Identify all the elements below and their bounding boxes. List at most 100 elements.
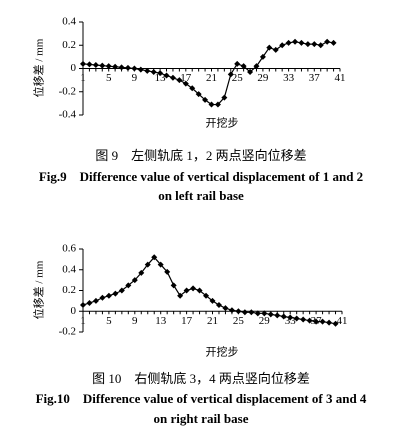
data-point bbox=[313, 318, 320, 325]
data-point bbox=[274, 312, 281, 319]
caption: Fig.10 Difference value of vertical disp… bbox=[36, 391, 367, 406]
data-point bbox=[300, 316, 307, 323]
data-point bbox=[293, 315, 300, 322]
x-tick-label: 41 bbox=[335, 72, 346, 84]
data-point bbox=[182, 80, 189, 87]
data-point bbox=[92, 62, 99, 69]
x-axis-label: 开挖步 bbox=[206, 345, 239, 359]
data-point bbox=[144, 261, 151, 268]
x-tick-label: 13 bbox=[155, 315, 167, 327]
data-point bbox=[163, 72, 170, 79]
data-point bbox=[183, 287, 190, 294]
caption: on right rail base bbox=[154, 411, 249, 426]
data-point bbox=[150, 68, 157, 75]
data-point bbox=[311, 41, 318, 48]
data-point bbox=[177, 292, 184, 299]
data-point bbox=[280, 313, 287, 320]
data-point bbox=[247, 68, 254, 75]
data-point bbox=[131, 65, 138, 72]
data-point bbox=[144, 67, 151, 74]
data-point bbox=[195, 91, 202, 98]
x-tick-label: 29 bbox=[259, 315, 271, 327]
data-point bbox=[105, 292, 112, 299]
data-point bbox=[254, 310, 261, 317]
x-tick-label: 21 bbox=[207, 315, 218, 327]
data-point bbox=[240, 63, 247, 70]
data-point bbox=[214, 101, 221, 108]
caption: 图 9 左侧轨底 1，2 两点竖向位移差 bbox=[95, 148, 306, 163]
y-tick-label: -0.4 bbox=[59, 109, 77, 121]
data-point bbox=[164, 268, 171, 275]
data-point bbox=[92, 297, 99, 304]
data-point bbox=[317, 42, 324, 49]
data-point bbox=[196, 287, 203, 294]
data-point bbox=[99, 294, 106, 301]
data-point bbox=[330, 39, 337, 46]
y-tick-label: 0 bbox=[71, 305, 77, 317]
x-tick-label: 17 bbox=[181, 315, 193, 327]
data-point bbox=[190, 285, 197, 292]
data-point bbox=[137, 66, 144, 73]
x-axis-label: 开挖步 bbox=[206, 116, 239, 130]
data-point bbox=[248, 309, 255, 316]
data-point bbox=[279, 42, 286, 49]
x-tick-label: 37 bbox=[309, 72, 321, 84]
x-tick-label: 1 bbox=[80, 315, 86, 327]
x-tick-label: 29 bbox=[257, 72, 269, 84]
data-point bbox=[80, 302, 86, 309]
data-point bbox=[105, 63, 112, 70]
x-tick-label: 5 bbox=[106, 315, 112, 327]
data-point bbox=[209, 297, 216, 304]
y-tick-label: 0.2 bbox=[62, 39, 76, 51]
data-point bbox=[222, 305, 229, 312]
y-axis-label: 位移差 / mm bbox=[32, 260, 46, 319]
data-point bbox=[221, 94, 228, 101]
x-tick-label: 21 bbox=[206, 72, 217, 84]
x-tick-label: 41 bbox=[337, 315, 348, 327]
data-point bbox=[272, 46, 279, 53]
y-tick-label: 0.4 bbox=[62, 263, 76, 275]
data-line bbox=[82, 256, 336, 325]
data-point bbox=[169, 74, 176, 81]
data-point bbox=[285, 39, 292, 46]
caption: on left rail base bbox=[158, 188, 244, 203]
data-point bbox=[298, 39, 305, 46]
data-point bbox=[112, 63, 119, 70]
data-point bbox=[332, 320, 339, 327]
data-point bbox=[80, 60, 86, 67]
data-line bbox=[82, 41, 334, 106]
x-tick-label: 33 bbox=[285, 315, 297, 327]
y-tick-label: 0 bbox=[71, 62, 77, 74]
caption: 图 10 右侧轨底 3，4 两点竖向位移差 bbox=[92, 371, 310, 386]
data-point bbox=[215, 302, 222, 309]
data-point bbox=[86, 61, 93, 68]
caption: Fig.9 Difference value of vertical displ… bbox=[39, 169, 363, 184]
data-point bbox=[267, 311, 274, 318]
data-point bbox=[292, 38, 299, 45]
data-point bbox=[235, 308, 242, 315]
data-point bbox=[99, 62, 106, 69]
data-point bbox=[324, 38, 331, 45]
data-point bbox=[208, 101, 215, 108]
data-point bbox=[304, 41, 311, 48]
y-tick-label: 0.6 bbox=[62, 243, 76, 255]
data-point bbox=[118, 287, 125, 294]
x-tick-label: 17 bbox=[180, 72, 192, 84]
data-point bbox=[112, 290, 119, 297]
data-point bbox=[157, 70, 164, 77]
data-point bbox=[326, 319, 333, 326]
x-tick-label: 33 bbox=[283, 72, 295, 84]
data-point bbox=[203, 292, 210, 299]
y-tick-label: -0.2 bbox=[59, 85, 76, 97]
y-axis-label: 位移差 / mm bbox=[32, 38, 46, 97]
x-tick-label: 13 bbox=[155, 72, 167, 84]
data-point bbox=[151, 254, 158, 261]
data-point bbox=[170, 282, 177, 289]
x-tick-label: 1 bbox=[80, 72, 86, 84]
data-point bbox=[125, 282, 132, 289]
data-point bbox=[241, 309, 248, 316]
data-point bbox=[202, 96, 209, 103]
data-point bbox=[234, 60, 241, 67]
